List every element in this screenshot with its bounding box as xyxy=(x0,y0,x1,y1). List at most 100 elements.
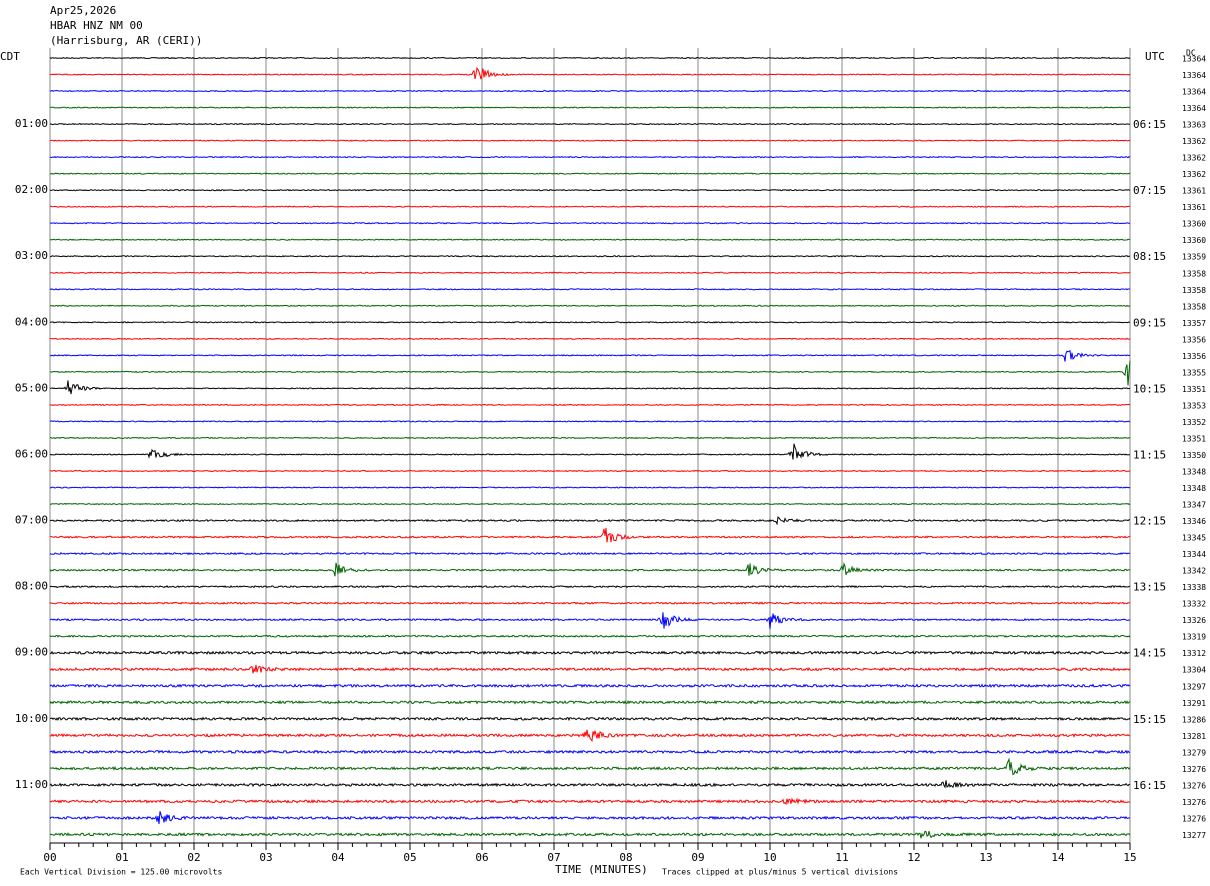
left-zone: CDT xyxy=(0,50,20,63)
dc-value: 13351 xyxy=(1182,434,1206,443)
trace xyxy=(50,469,1131,473)
grid xyxy=(49,48,1131,850)
trace xyxy=(49,139,1131,142)
x-tick-label: 01 xyxy=(115,851,128,864)
dc-value: 13291 xyxy=(1182,699,1206,708)
traces xyxy=(49,56,1131,839)
dc-value: 13364 xyxy=(1182,88,1206,97)
trace xyxy=(49,699,1131,705)
x-tick-label: 00 xyxy=(43,851,56,864)
cdt-label: 11:00 xyxy=(15,778,48,791)
cdt-label: 08:00 xyxy=(15,580,48,593)
trace xyxy=(49,516,1130,526)
header-date: Apr25,2026 xyxy=(50,4,116,17)
x-tick-label: 13 xyxy=(979,851,992,864)
cdt-label: 06:00 xyxy=(15,447,48,460)
cdt-label: 10:00 xyxy=(15,712,48,725)
clip-note: Traces clipped at plus/minus 5 vertical … xyxy=(662,868,898,877)
trace xyxy=(49,561,1131,577)
cdt-label: 03:00 xyxy=(15,249,48,262)
cdt-label: 04:00 xyxy=(15,315,48,328)
trace xyxy=(49,172,1131,175)
dc-value: 13312 xyxy=(1182,649,1206,658)
header-station: HBAR HNZ NM 00 xyxy=(50,19,143,32)
dc-value: 13338 xyxy=(1182,583,1206,592)
dc-value: 13359 xyxy=(1182,253,1206,262)
x-tick-label: 06 xyxy=(475,851,488,864)
dc-value: 13356 xyxy=(1182,335,1206,344)
trace xyxy=(49,189,1131,192)
trace xyxy=(49,716,1131,722)
trace xyxy=(49,222,1131,225)
trace xyxy=(50,271,1131,274)
dc-value: 13362 xyxy=(1182,137,1206,146)
dc-value: 13347 xyxy=(1182,501,1206,510)
dc-value: 13281 xyxy=(1182,732,1206,741)
dc-value: 13357 xyxy=(1182,319,1206,328)
x-tick-label: 14 xyxy=(1051,851,1065,864)
trace xyxy=(49,757,1131,776)
x-tick-label: 11 xyxy=(835,851,848,864)
trace xyxy=(49,551,1131,556)
trace xyxy=(49,527,1131,543)
x-tick-label: 12 xyxy=(907,851,920,864)
dc-value: 13319 xyxy=(1182,633,1206,642)
trace xyxy=(49,634,1131,638)
trace xyxy=(49,420,1131,423)
trace xyxy=(50,360,1131,386)
x-tick-label: 05 xyxy=(403,851,416,864)
dc-value: 13304 xyxy=(1182,666,1206,675)
utc-label: 08:15 xyxy=(1133,250,1166,263)
trace xyxy=(49,337,1131,340)
dc-value: 13276 xyxy=(1182,781,1206,790)
trace xyxy=(49,683,1131,689)
trace xyxy=(49,811,1131,825)
cdt-label: 07:00 xyxy=(15,514,48,527)
dc-label: DC xyxy=(1186,49,1196,58)
dc-value: 13356 xyxy=(1182,352,1206,361)
trace xyxy=(50,349,1131,362)
x-tick-label: 15 xyxy=(1123,851,1136,864)
labels: 00 01 02 03 04 05 06 07 08 09 10 11 12 13 14 15 13364 133… xyxy=(15,55,1206,865)
dc-value: 13350 xyxy=(1182,451,1206,460)
utc-label: 15:15 xyxy=(1133,713,1166,726)
utc-label: 11:15 xyxy=(1133,448,1166,461)
dc-value: 13344 xyxy=(1182,550,1206,559)
dc-value: 13342 xyxy=(1182,567,1206,576)
x-tick-label: 09 xyxy=(691,851,704,864)
dc-value: 13353 xyxy=(1182,401,1206,410)
x-tick-label: 03 xyxy=(259,851,272,864)
utc-label: 06:15 xyxy=(1133,118,1166,131)
dc-value: 13348 xyxy=(1182,484,1206,493)
dc-value: 13362 xyxy=(1182,170,1206,179)
trace xyxy=(49,780,1131,789)
trace xyxy=(49,443,1130,460)
dc-value: 13276 xyxy=(1182,765,1206,774)
x-tick-label: 08 xyxy=(619,851,632,864)
dc-value: 13355 xyxy=(1182,368,1206,377)
utc-label: 14:15 xyxy=(1133,647,1166,660)
trace xyxy=(49,403,1131,407)
right-zone: UTC xyxy=(1145,50,1165,63)
trace xyxy=(49,321,1131,324)
cdt-label: 05:00 xyxy=(15,381,48,394)
trace xyxy=(49,122,1131,126)
dc-value: 13346 xyxy=(1182,517,1206,526)
dc-value: 13286 xyxy=(1182,715,1206,724)
trace xyxy=(49,664,1131,674)
dc-value: 13363 xyxy=(1182,121,1206,130)
dc-value: 13364 xyxy=(1182,104,1206,113)
trace xyxy=(49,205,1131,208)
dc-value: 13358 xyxy=(1182,286,1206,295)
x-tick-label: 07 xyxy=(547,851,560,864)
dc-value: 13358 xyxy=(1182,269,1206,278)
trace xyxy=(49,288,1131,291)
cdt-label: 09:00 xyxy=(15,646,48,659)
dc-value: 13345 xyxy=(1182,534,1206,543)
trace xyxy=(49,238,1131,241)
dc-value: 13351 xyxy=(1182,385,1206,394)
trace xyxy=(49,89,1131,93)
utc-label: 07:15 xyxy=(1133,184,1166,197)
trace xyxy=(49,830,1131,839)
trace xyxy=(49,304,1131,307)
